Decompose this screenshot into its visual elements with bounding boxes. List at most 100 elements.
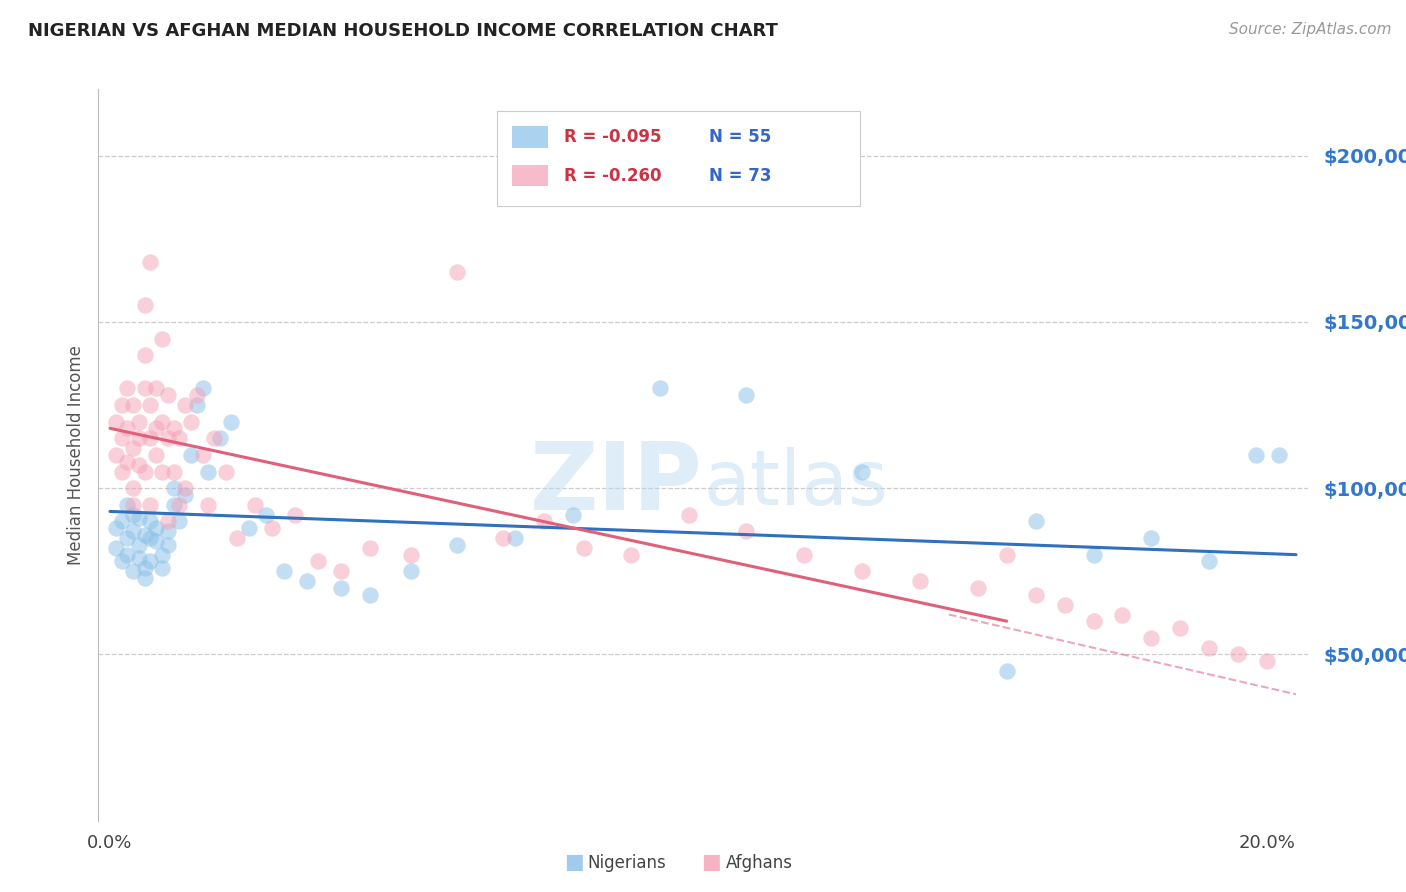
Point <box>1198 640 1220 655</box>
Text: ZIP: ZIP <box>530 438 703 530</box>
Point <box>156 538 179 552</box>
Point <box>117 421 139 435</box>
Point <box>104 521 127 535</box>
Point <box>307 554 329 568</box>
Point <box>134 561 156 575</box>
Point <box>134 527 156 541</box>
Point <box>110 515 132 529</box>
Point <box>202 431 225 445</box>
Text: Nigerians: Nigerians <box>588 855 666 872</box>
Point <box>122 508 145 522</box>
Point <box>145 421 167 435</box>
Point <box>735 388 758 402</box>
Point <box>139 431 162 445</box>
Text: N = 73: N = 73 <box>709 167 772 185</box>
Point <box>117 498 139 512</box>
Point <box>145 534 167 549</box>
Point <box>145 381 167 395</box>
Point <box>128 538 150 552</box>
Text: Afghans: Afghans <box>725 855 793 872</box>
Point <box>156 431 179 445</box>
Point <box>221 415 243 429</box>
Point <box>620 548 643 562</box>
Point <box>117 454 139 468</box>
Point <box>191 381 214 395</box>
Point <box>1244 448 1267 462</box>
Point <box>134 381 156 395</box>
Point <box>503 531 526 545</box>
Point <box>1025 515 1047 529</box>
FancyBboxPatch shape <box>512 126 548 148</box>
Text: N = 55: N = 55 <box>709 128 772 145</box>
Point <box>678 508 700 522</box>
Point <box>215 465 238 479</box>
Point <box>446 265 468 279</box>
Point <box>145 448 167 462</box>
Point <box>574 541 596 555</box>
Point <box>197 465 219 479</box>
Point <box>134 348 156 362</box>
Point <box>162 421 184 435</box>
Point <box>139 498 162 512</box>
Point <box>359 588 381 602</box>
Point <box>156 524 179 539</box>
Y-axis label: Median Household Income: Median Household Income <box>66 345 84 565</box>
Point <box>1111 607 1133 622</box>
Point <box>145 521 167 535</box>
Point <box>197 498 219 512</box>
Point <box>359 541 381 555</box>
Point <box>162 498 184 512</box>
Point <box>122 498 145 512</box>
Point <box>122 442 145 456</box>
Point <box>110 398 132 412</box>
Point <box>330 564 353 578</box>
Point <box>191 448 214 462</box>
Point <box>226 531 249 545</box>
Point <box>1267 448 1289 462</box>
FancyBboxPatch shape <box>498 112 860 206</box>
Point <box>169 515 191 529</box>
Point <box>128 431 150 445</box>
Text: ■: ■ <box>702 853 721 872</box>
Point <box>330 581 353 595</box>
Point <box>851 564 873 578</box>
Point <box>169 498 191 512</box>
Point <box>104 541 127 555</box>
Point <box>238 521 260 535</box>
Point <box>104 448 127 462</box>
Point <box>1083 614 1105 628</box>
Point <box>533 515 555 529</box>
Point <box>134 298 156 312</box>
Point <box>1256 654 1278 668</box>
Point <box>139 515 162 529</box>
Point <box>122 564 145 578</box>
Point <box>399 564 422 578</box>
Point <box>1053 598 1076 612</box>
Point <box>1198 554 1220 568</box>
Point <box>139 255 162 269</box>
Point <box>162 465 184 479</box>
Text: atlas: atlas <box>703 447 887 521</box>
Point <box>1025 588 1047 602</box>
Text: ■: ■ <box>564 853 583 872</box>
Point <box>1083 548 1105 562</box>
Point <box>128 511 150 525</box>
Point <box>1227 648 1250 662</box>
Point <box>110 554 132 568</box>
Point <box>150 465 173 479</box>
Point <box>110 465 132 479</box>
Point <box>117 548 139 562</box>
Point <box>295 574 318 589</box>
Point <box>284 508 307 522</box>
Point <box>174 488 197 502</box>
Text: R = -0.260: R = -0.260 <box>564 167 661 185</box>
Point <box>648 381 671 395</box>
Point <box>399 548 422 562</box>
Point <box>208 431 231 445</box>
Point <box>243 498 266 512</box>
Point <box>104 415 127 429</box>
Text: NIGERIAN VS AFGHAN MEDIAN HOUSEHOLD INCOME CORRELATION CHART: NIGERIAN VS AFGHAN MEDIAN HOUSEHOLD INCO… <box>28 22 778 40</box>
Point <box>1140 531 1163 545</box>
Point <box>561 508 583 522</box>
Point <box>128 551 150 566</box>
